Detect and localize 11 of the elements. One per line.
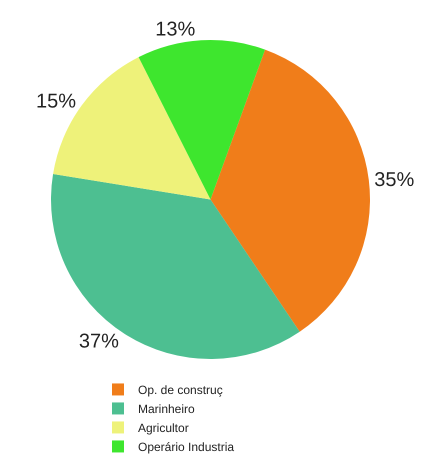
legend-label: Agricultor [138,421,189,436]
legend-label: Marinheiro [138,402,196,416]
data-label: 15% [36,90,76,112]
legend-label: Operário Industria [138,440,234,454]
data-label: 37% [78,330,120,353]
pie-slice [210,50,370,332]
pie-slice [51,174,300,359]
pie-slice [138,40,266,200]
legend-label: Op. de construç [138,383,223,398]
data-label: 13% [155,18,196,40]
data-label: 35% [374,168,415,191]
